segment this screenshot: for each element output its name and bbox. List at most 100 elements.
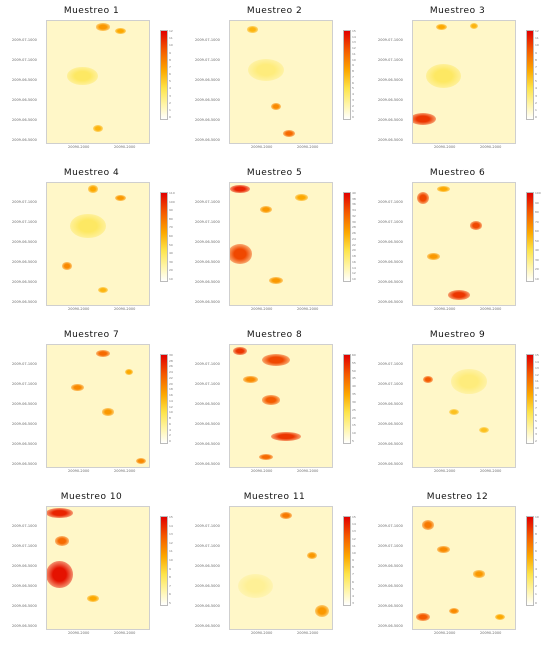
x-tick-label: 20090-2000 xyxy=(434,631,456,635)
colorbar-tick-label: 10 xyxy=(352,550,356,555)
colorbar-tick-label: 20 xyxy=(169,381,173,386)
colorbar-tick-label: 3 xyxy=(535,575,537,580)
colorbar-tick-label: 14 xyxy=(169,523,173,528)
colorbar-tick-label: 5 xyxy=(169,79,171,84)
heatmap-plot-area xyxy=(46,506,150,630)
colorbar-tick-label: 0 xyxy=(535,115,537,119)
colorbar-tick-label: 11 xyxy=(535,379,539,384)
heatmap-hotspot xyxy=(423,375,434,383)
heatmap-hotspot xyxy=(494,613,505,620)
colorbar-tick-label: 11 xyxy=(352,543,356,548)
y-tick-label: 2009-06-5000 xyxy=(195,280,220,284)
colorbar-tick-label: 20 xyxy=(352,248,356,253)
y-tick-label: 2009-06-5000 xyxy=(12,138,37,142)
y-tick-label: 2009-06-5000 xyxy=(195,240,220,244)
colorbar-tick-label: 0 xyxy=(535,601,537,605)
heatmap-hotspot xyxy=(451,369,487,394)
colorbar-tick-label: 20 xyxy=(535,267,539,272)
heatmap-hotspot xyxy=(416,612,431,622)
heatmap-hotspot xyxy=(261,395,280,405)
colorbar-tick-label: 50 xyxy=(352,368,356,373)
colorbar-tick-label: 5 xyxy=(352,86,354,91)
heatmap-plot-area xyxy=(46,344,150,468)
x-tick-label: 20090-2000 xyxy=(68,631,90,635)
heatmap-hotspot xyxy=(102,408,115,416)
heatmap-plot-area xyxy=(412,506,516,630)
y-tick-label: 2009-06-5000 xyxy=(195,260,220,264)
y-tick-label: 2009-06-5000 xyxy=(378,138,403,142)
heatmap-hotspot xyxy=(87,185,98,193)
colorbar-tick-label: 12 xyxy=(352,536,356,541)
heatmap-hotspot xyxy=(473,570,486,578)
y-tick-label: 2009-06-5000 xyxy=(12,300,37,304)
colorbar-tick-label: 14 xyxy=(352,265,356,270)
x-tick-label: 20090-2000 xyxy=(480,145,502,149)
panel-title: Muestreo 7 xyxy=(63,330,120,340)
colorbar-tick-label: 4 xyxy=(169,86,171,91)
y-tick-label: 2009-07-1000 xyxy=(195,220,220,224)
heatmap-hotspot xyxy=(425,63,462,89)
x-tick-label: 20090-2000 xyxy=(434,469,456,473)
colorbar-tick-label: 16 xyxy=(169,393,173,398)
heatmap-hotspot xyxy=(479,427,490,434)
colorbar-tick-label: 18 xyxy=(169,387,173,392)
y-tick-label: 2009-06-5000 xyxy=(195,300,220,304)
colorbar-tick-label: 6 xyxy=(169,592,171,597)
y-tick-label: 2009-06-5000 xyxy=(195,78,220,82)
colorbar-tick-label: 15 xyxy=(352,515,356,519)
colorbar-tick-label: 8 xyxy=(352,69,354,74)
colorbar-tick-label: 40 xyxy=(352,191,356,195)
y-tick-label: 2009-06-5000 xyxy=(12,402,37,406)
panel-title: Muestreo 12 xyxy=(426,492,489,502)
x-tick-label: 20090-2000 xyxy=(251,307,273,311)
colorbar-tick-label: 7 xyxy=(535,540,537,545)
colorbar-tick-label: 26 xyxy=(169,364,173,369)
colorbar-tick-label: 7 xyxy=(535,405,537,410)
y-tick-label: 2009-06-5000 xyxy=(12,280,37,284)
heatmap-hotspot xyxy=(268,276,284,285)
heatmap-plot-area xyxy=(229,506,333,630)
colorbar-tick-label: 20 xyxy=(169,268,173,273)
heatmap-hotspot xyxy=(115,194,126,201)
heatmap-hotspot xyxy=(71,384,84,392)
y-tick-label: 2009-07-1000 xyxy=(378,58,403,62)
colorbar-tick-label: 8 xyxy=(169,57,171,62)
colorbar-tick-label: 3 xyxy=(169,93,171,98)
colorbar-tick-label: 80 xyxy=(535,210,539,215)
colorbar xyxy=(343,192,351,282)
colorbar-tick-label: 60 xyxy=(169,234,173,238)
heatmap-hotspot xyxy=(92,124,104,132)
colorbar xyxy=(526,30,534,120)
colorbar-tick-label: 14 xyxy=(352,34,356,39)
colorbar-tick-label: 8 xyxy=(535,532,537,537)
y-tick-label: 2009-06-5000 xyxy=(378,300,403,304)
heatmap-hotspot xyxy=(95,349,111,358)
heatmap-hotspot xyxy=(247,58,284,81)
panel-title: Muestreo 9 xyxy=(429,330,486,340)
colorbar-tick-label: 18 xyxy=(352,254,356,259)
colorbar-tick-label: 9 xyxy=(535,50,537,55)
heatmap-hotspot xyxy=(422,520,435,531)
panel-title: Muestreo 6 xyxy=(429,168,486,178)
colorbar-tick-label: 7 xyxy=(535,64,537,69)
colorbar-tick-label: 1 xyxy=(535,107,537,112)
y-tick-label: 2009-06-5000 xyxy=(378,462,403,466)
heatmap-hotspot xyxy=(247,26,258,33)
heatmap-hotspot xyxy=(47,560,73,588)
y-tick-label: 2009-06-5000 xyxy=(378,78,403,82)
colorbar-tick-label: 22 xyxy=(352,242,356,247)
colorbar-tick-label: 24 xyxy=(169,370,173,375)
colorbar-tick-label: 12 xyxy=(352,271,356,276)
colorbar-tick-label: 22 xyxy=(169,375,173,380)
heatmap-hotspot xyxy=(258,454,273,461)
colorbar-tick-label: 50 xyxy=(535,238,539,243)
colorbar-tick-label: 10 xyxy=(535,277,539,281)
colorbar-tick-label: 34 xyxy=(352,208,356,213)
colorbar-tick-label: 32 xyxy=(352,213,356,218)
colorbar-tick-label: 26 xyxy=(352,231,356,236)
y-tick-label: 2009-06-5000 xyxy=(12,260,37,264)
heatmap-panel-12: Muestreo 12 2009-07-1000 2009-07-1000 2009-… xyxy=(366,486,549,646)
colorbar-tick-label: 6 xyxy=(352,80,354,85)
x-tick-label: 20090-2000 xyxy=(297,631,319,635)
